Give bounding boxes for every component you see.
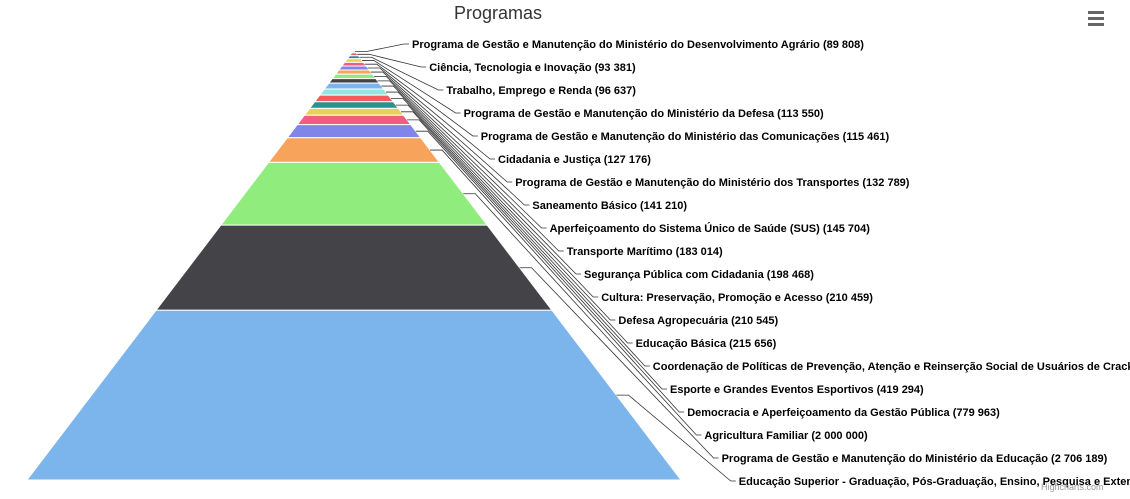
label-connector [430,149,685,413]
pyramid-slice[interactable] [296,114,412,126]
label-connector [374,75,530,206]
label-connector [616,394,736,482]
label-connector [463,193,702,436]
label-connector [377,80,547,229]
label-connector [370,71,513,183]
pyramid-slice[interactable] [334,69,374,75]
slice-label: Coordenação de Políticas de Prevenção, A… [653,361,1130,373]
pyramid-slice[interactable] [343,58,365,63]
label-connector [381,85,564,252]
menu-button[interactable] [1084,8,1108,30]
pyramid-slice[interactable] [155,224,553,311]
slice-label: Programa de Gestão e Manutenção do Minis… [412,39,864,51]
slice-label: Programa de Gestão e Manutenção do Minis… [722,453,1108,465]
slice-label: Ciência, Tecnologia e Inovação (93 381) [429,62,636,74]
slice-label: Programa de Gestão e Manutenção do Minis… [481,131,890,143]
hamburger-icon-bar [1088,23,1104,26]
slice-label: Programa de Gestão e Manutenção do Minis… [464,108,824,120]
pyramid-slice[interactable] [286,124,422,139]
pyramid-slice[interactable] [331,73,377,80]
pyramid-slice[interactable] [327,78,381,84]
chart-credit[interactable]: Highcharts.com [1041,482,1104,492]
label-connector [355,43,409,52]
slice-label: Segurança Pública com Cidadania (198 468… [584,269,814,281]
label-connector [359,56,444,91]
slice-label: Agricultura Familiar (2 000 000) [704,430,868,442]
pyramid-slice[interactable] [313,94,395,103]
slice-label: Transporte Marítimo (183 014) [567,246,723,258]
slice-labels: Programa de Gestão e Manutenção do Minis… [412,39,1130,488]
pyramid-slice[interactable] [25,309,683,481]
pyramid-slice[interactable] [337,65,371,71]
pyramid-slice[interactable] [340,61,368,67]
slice-label: Cidadania e Justiça (127 176) [498,154,651,166]
label-connector [519,267,719,459]
pyramid-slice[interactable] [219,161,489,226]
label-connector [395,104,616,321]
pyramid-slice[interactable] [267,137,441,163]
slice-label: Aperfeiçoamento do Sistema Único de Saúd… [550,222,871,235]
slice-label: Defesa Agropecuária (210 545) [618,315,778,327]
slice-label: Cultura: Preservação, Promoção e Acesso … [601,292,873,304]
slice-label: Educação Superior - Graduação, Pós-Gradu… [739,476,1130,488]
slice-label: Trabalho, Emprego e Renda (96 637) [446,85,636,97]
pyramid-slice[interactable] [308,101,400,109]
label-connectors [355,43,736,482]
pyramid-slice[interactable] [303,107,405,116]
label-connector [415,130,667,390]
label-connector [362,60,461,114]
slice-label: Educação Básica (215 656) [636,338,777,350]
label-connector [357,53,427,68]
pyramid-slice[interactable] [318,88,390,96]
label-connector [385,91,581,275]
pyramid-slices [25,49,683,481]
label-connector [367,67,495,160]
slice-label: Programa de Gestão e Manutenção do Minis… [515,177,910,189]
slice-label: Democracia e Aperfeiçoamento da Gestão P… [687,407,1000,419]
hamburger-icon-bar [1088,17,1104,20]
slice-label: Esporte e Grandes Eventos Esportivos (41… [670,384,924,396]
slice-label: Saneamento Básico (141 210) [532,200,687,212]
pyramid-slice[interactable] [323,82,385,90]
label-connector [390,98,599,298]
chart-title: Programas [453,3,543,23]
hamburger-icon-bar [1088,11,1104,14]
label-connector [400,111,633,344]
label-connector [364,63,478,137]
label-connector [407,119,650,367]
